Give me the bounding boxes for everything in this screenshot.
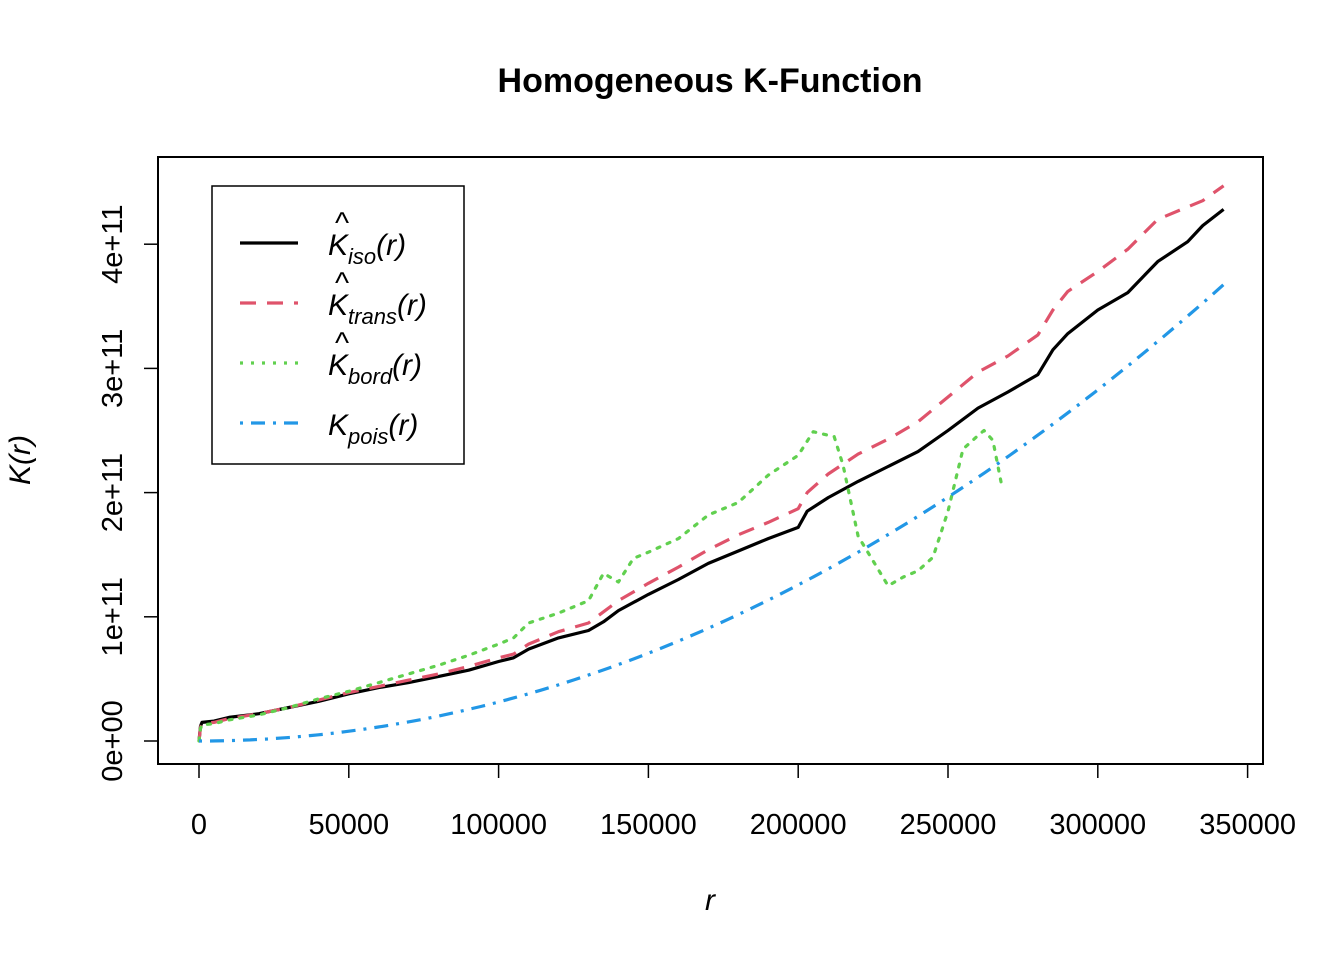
y-axis-label: K(r) <box>4 435 37 485</box>
x-tick-label: 350000 <box>1199 809 1296 841</box>
y-tick-label: 2e+11 <box>97 453 129 532</box>
x-tick-label: 300000 <box>1049 809 1146 841</box>
x-tick-label: 200000 <box>750 809 847 841</box>
legend-label-pois: Kpois(r) <box>328 409 418 449</box>
x-tick-label: 150000 <box>600 809 697 841</box>
x-tick-label: 50000 <box>308 809 389 841</box>
legend-hat-iso: ^ <box>335 207 349 240</box>
y-tick-label: 1e+11 <box>97 577 129 656</box>
x-axis-label: r <box>705 884 716 917</box>
legend-label-bord: Kbord(r) <box>328 349 422 389</box>
legend-hat-trans: ^ <box>335 267 349 300</box>
y-axis: 0e+00 1e+11 2e+11 3e+11 4e+11 <box>97 205 159 782</box>
x-tick-label: 100000 <box>450 809 547 841</box>
chart-title: Homogeneous K-Function <box>498 62 923 100</box>
series-layer <box>197 184 1225 743</box>
y-tick-label: 0e+00 <box>97 700 129 781</box>
legend-label-trans: Ktrans(r) <box>328 289 427 329</box>
x-axis: 0 50000 100000 150000 200000 250000 300000 3500… <box>191 763 1296 841</box>
series-line-bord <box>197 428 1004 743</box>
x-tick-label: 250000 <box>900 809 997 841</box>
legend: ^Kiso(r)^Ktrans(r)^Kbord(r)Kpois(r) <box>211 185 465 465</box>
y-tick-label: 3e+11 <box>97 329 129 408</box>
legend-label-iso: Kiso(r) <box>328 229 406 269</box>
legend-hat-bord: ^ <box>335 327 349 360</box>
x-tick-label: 0 <box>191 809 207 841</box>
series-line-pois <box>199 283 1225 743</box>
y-tick-label: 4e+11 <box>97 205 129 284</box>
legend-box <box>211 185 465 465</box>
